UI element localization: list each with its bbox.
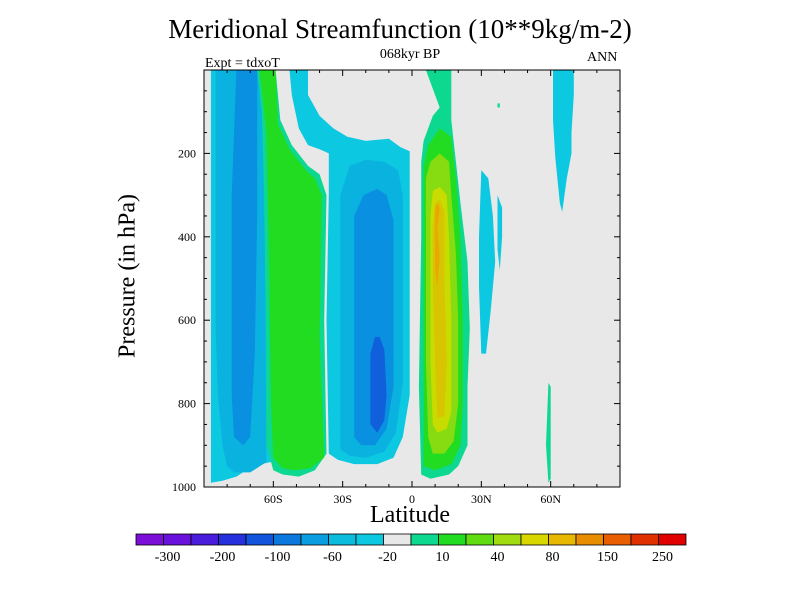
colorbar-swatch	[300, 533, 329, 546]
colorbar-swatch	[575, 533, 604, 546]
colorbar-swatch	[630, 533, 659, 546]
contour-region-9	[553, 70, 574, 212]
colorbar-label: 80	[546, 550, 560, 565]
colorbar-swatch	[465, 533, 494, 546]
colorbar-swatch	[493, 533, 522, 546]
x-tick-label: 60N	[540, 492, 561, 506]
colorbar-swatch	[218, 533, 247, 546]
contour-region-18	[546, 382, 551, 483]
y-tick-label: 1000	[172, 480, 196, 494]
x-tick-label: 60S	[264, 492, 283, 506]
x-tick-label: 30N	[471, 492, 492, 506]
colorbar-swatch	[603, 533, 632, 546]
colorbar-swatch	[328, 533, 357, 546]
colorbar-swatch	[135, 533, 164, 546]
colorbar-swatch	[190, 533, 219, 546]
colorbar-label: 10	[436, 550, 450, 565]
plot-area	[204, 70, 620, 487]
colorbar-swatch	[410, 533, 439, 546]
colorbar-swatch	[163, 533, 192, 546]
y-tick-label: 200	[178, 146, 196, 160]
y-tick-label: 800	[178, 397, 196, 411]
colorbar-label: -60	[323, 550, 342, 565]
colorbar: -300 -200 -100 -60 -20 10 40 80 150 250	[135, 533, 687, 565]
colorbar-swatch	[438, 533, 467, 546]
y-tick-label: 600	[178, 313, 196, 327]
experiment-note: Expt = tdxoT	[205, 56, 280, 71]
contour-region-19	[497, 103, 500, 108]
colorbar-label: 250	[652, 550, 673, 565]
colorbar-label: -100	[265, 550, 291, 565]
colorbar-label: -20	[378, 550, 397, 565]
y-tick-label: 400	[178, 230, 196, 244]
contour-region-2	[231, 70, 258, 446]
colorbar-swatch	[383, 533, 412, 546]
contour-region-7	[479, 170, 496, 354]
contour-region-11	[259, 70, 325, 471]
colorbar-swatch	[273, 533, 302, 546]
x-tick-label: 30S	[333, 492, 352, 506]
colorbar-label: 150	[597, 550, 618, 565]
x-axis-label: Latitude	[370, 502, 450, 528]
x-tick-label: 0	[409, 492, 415, 506]
contour-region-6	[370, 336, 387, 433]
colorbar-swatch	[548, 533, 577, 546]
colorbar-swatch	[355, 533, 384, 546]
colorbar-label: -300	[155, 550, 181, 565]
axes: 60S 30S 0 30N 60N 200 400 600 800 1000	[172, 69, 621, 506]
colorbar-swatch	[520, 533, 549, 546]
chart-title: Meridional Streamfunction (10**9kg/m-2)	[168, 14, 632, 44]
colorbar-swatch	[245, 533, 274, 546]
colorbar-swatch	[658, 533, 687, 546]
contour-region-17	[435, 203, 440, 287]
colorbar-label: -200	[210, 550, 236, 565]
colorbar-label: 40	[491, 550, 505, 565]
chart-subtitle: 068kyr BP	[379, 47, 441, 62]
contour-region-8	[497, 195, 503, 271]
season-note: ANN	[587, 50, 618, 65]
